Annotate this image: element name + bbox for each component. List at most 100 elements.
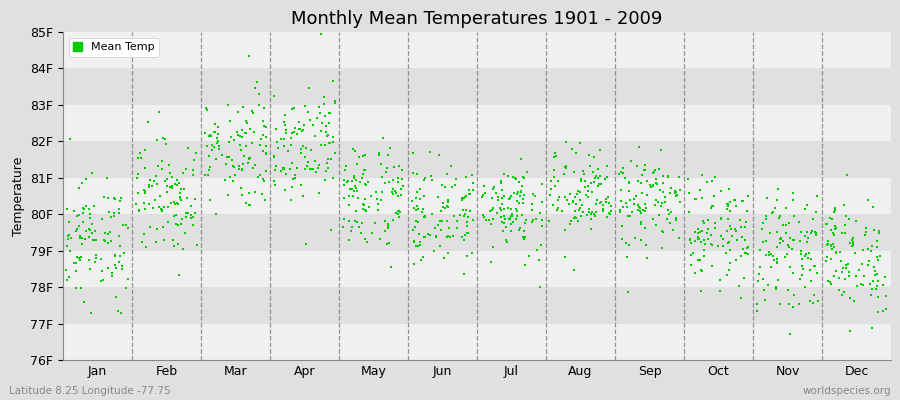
Point: [258, 151, 273, 157]
Point: [821, 238, 835, 244]
Point: [342, 218, 356, 224]
Point: [186, 167, 201, 173]
Point: [382, 179, 396, 186]
Point: [616, 223, 630, 229]
Point: [336, 224, 350, 230]
Point: [284, 197, 298, 203]
Point: [772, 240, 787, 246]
Point: [140, 244, 154, 250]
Point: [97, 236, 112, 243]
Point: [552, 194, 566, 200]
Point: [380, 241, 394, 248]
Point: [846, 240, 860, 246]
Bar: [63, 324, 891, 360]
Point: [546, 174, 561, 181]
Point: [317, 101, 331, 107]
Point: [456, 271, 471, 277]
Point: [462, 191, 476, 197]
Point: [566, 198, 580, 204]
Point: [281, 148, 295, 154]
Point: [388, 188, 402, 194]
Point: [174, 186, 188, 192]
Point: [842, 273, 856, 279]
Point: [721, 216, 735, 222]
Point: [640, 255, 654, 261]
Point: [322, 140, 337, 147]
Point: [410, 206, 425, 212]
Point: [489, 190, 503, 196]
Point: [69, 254, 84, 260]
Point: [269, 162, 284, 169]
Point: [392, 211, 406, 218]
Point: [865, 324, 879, 331]
Point: [516, 200, 530, 206]
Point: [299, 145, 313, 151]
Point: [346, 188, 361, 194]
Point: [877, 282, 891, 288]
Point: [486, 204, 500, 211]
Point: [736, 275, 751, 282]
Point: [146, 205, 160, 212]
Point: [119, 284, 133, 291]
Point: [88, 252, 103, 258]
Point: [64, 234, 78, 241]
Point: [141, 118, 156, 125]
Point: [441, 250, 455, 256]
Point: [208, 120, 222, 127]
Point: [567, 267, 581, 274]
Point: [518, 234, 532, 240]
Point: [580, 212, 594, 218]
Point: [778, 205, 793, 212]
Point: [113, 243, 128, 249]
Point: [760, 282, 775, 288]
Point: [662, 173, 676, 180]
Point: [848, 250, 862, 256]
Point: [670, 214, 684, 221]
Point: [543, 192, 557, 199]
Point: [239, 118, 254, 124]
Point: [169, 182, 184, 189]
Point: [876, 308, 890, 314]
Point: [802, 250, 816, 256]
Point: [804, 256, 818, 262]
Point: [375, 174, 390, 181]
Point: [456, 194, 471, 201]
Point: [350, 187, 365, 194]
Point: [253, 142, 267, 148]
Point: [660, 216, 674, 222]
Point: [487, 184, 501, 190]
Point: [68, 284, 83, 291]
Point: [572, 207, 587, 214]
Point: [232, 133, 247, 139]
Point: [68, 208, 82, 215]
Point: [797, 284, 812, 290]
Point: [156, 224, 170, 230]
Point: [241, 53, 256, 59]
Point: [771, 276, 786, 283]
Point: [602, 211, 616, 217]
Point: [559, 164, 573, 171]
Point: [867, 226, 881, 233]
Point: [104, 229, 118, 235]
Point: [774, 236, 788, 242]
Point: [345, 178, 359, 184]
Point: [704, 241, 718, 248]
Point: [535, 223, 549, 229]
Point: [869, 283, 884, 290]
Point: [580, 194, 595, 200]
Point: [341, 201, 356, 208]
Point: [809, 230, 824, 236]
Point: [806, 263, 821, 270]
Point: [506, 174, 520, 181]
Point: [824, 216, 839, 222]
Point: [155, 208, 169, 214]
Point: [181, 144, 195, 151]
Point: [381, 225, 395, 232]
Point: [576, 208, 590, 215]
Point: [613, 209, 627, 216]
Point: [750, 301, 764, 307]
Point: [446, 212, 461, 219]
Point: [414, 257, 428, 263]
Point: [109, 294, 123, 300]
Point: [704, 232, 718, 238]
